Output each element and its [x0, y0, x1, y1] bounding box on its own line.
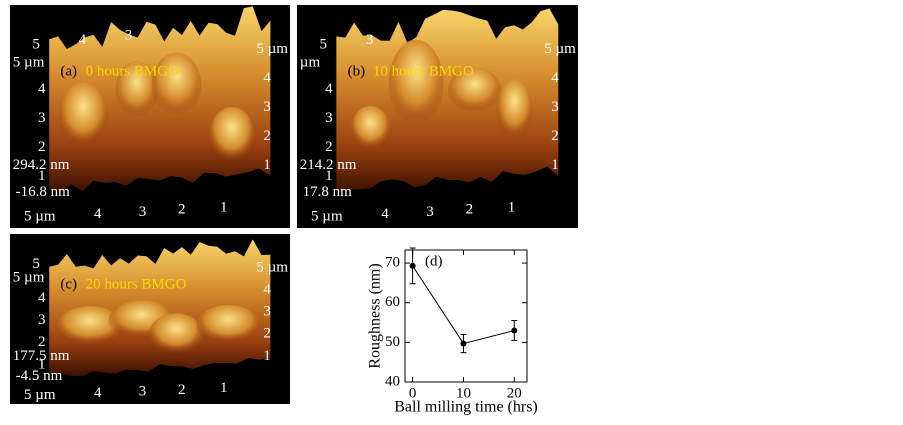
panel-text: 3 — [263, 99, 271, 115]
panel-text: 1 — [551, 157, 559, 173]
panel-text: -4.5 nm — [16, 368, 63, 384]
panel-text: 4 — [263, 282, 271, 298]
y-tick-label: 70 — [385, 255, 400, 271]
panel-text: 177.5 nm — [13, 348, 70, 364]
panel-text: 4 — [325, 81, 333, 97]
panel-text: 10 hours BMGO — [373, 63, 474, 79]
panel-text: 4 — [263, 70, 271, 86]
panel-text: 20 hours BMGO — [86, 276, 187, 292]
panel-text: 4 — [38, 290, 46, 306]
y-tick-label: 50 — [385, 334, 400, 350]
panel-text: 3 — [366, 32, 374, 48]
panel-text: 3 — [325, 110, 333, 126]
panel-text: (c) — [60, 276, 77, 292]
panel-text: 4 — [94, 206, 102, 222]
surface-peak — [115, 61, 158, 120]
panel-text: 4 — [551, 70, 559, 86]
panel-text: 5 µm — [24, 208, 56, 224]
panel-text: 5 — [32, 37, 40, 53]
panel-text: 294.2 nm — [13, 157, 70, 173]
panel-text: 1 — [325, 168, 333, 184]
surface-peak — [196, 304, 261, 346]
panel-text: 214.2 nm — [300, 157, 357, 173]
panel-text: 2 — [263, 128, 271, 144]
surface-peak — [388, 39, 444, 129]
panel-text: 1 — [220, 199, 228, 215]
data-point — [460, 340, 467, 347]
panel-text: 2 — [551, 128, 559, 144]
x-tick-label: 20 — [507, 385, 522, 401]
plot-frame — [404, 249, 528, 383]
panel-text: 1 — [508, 199, 516, 215]
panel-text: 3 — [551, 99, 559, 115]
surface — [336, 8, 559, 194]
panel-text: 2 — [38, 139, 46, 155]
panel-text: 4 — [94, 385, 102, 401]
panel-text: 3 — [38, 110, 46, 126]
panel-text: 5 µm — [13, 54, 45, 70]
data-point — [409, 262, 416, 269]
data-point — [511, 327, 518, 334]
panel-text: 1 — [38, 168, 46, 184]
panel-text: 1 — [263, 348, 271, 364]
y-axis-label: Roughness (nm) — [367, 263, 384, 368]
panel-text: (a) — [60, 63, 77, 79]
panel-text: 1 — [220, 380, 228, 396]
surface-peak — [151, 52, 202, 119]
panel-text: 5 µm — [544, 41, 576, 57]
panel-text: -16.8 nm — [16, 184, 70, 200]
panel-text: 5 µm — [256, 41, 288, 57]
surface-peak — [448, 67, 502, 115]
surface-peak — [148, 313, 204, 357]
panel-text: 1 — [38, 356, 46, 372]
panel-text: 3 — [139, 204, 147, 220]
y-tick-label: 40 — [385, 373, 400, 389]
x-tick-label: 10 — [456, 385, 471, 401]
panel-text: 3 — [139, 384, 147, 400]
panel-text: 5 µm — [13, 270, 45, 286]
panel-text: 5 µm — [24, 387, 56, 403]
surface-peak — [496, 78, 533, 143]
panel-text: 5 µm — [311, 208, 343, 224]
panel-text: 3 — [263, 304, 271, 320]
x-tick-label: 0 — [409, 385, 417, 401]
panel-text: 4 — [38, 81, 46, 97]
panel-text: 2 — [38, 334, 46, 350]
panel-text: (b) — [348, 63, 366, 79]
panel-text: 2 — [466, 202, 474, 218]
panel-text: 4 — [79, 32, 87, 48]
panel-text: 5 — [32, 256, 40, 272]
panel-text: 1 — [263, 157, 271, 173]
x-axis-label: Ball milling time (hrs) — [394, 399, 538, 416]
panel-text: 4 — [381, 206, 389, 222]
panel-text: 2 — [178, 382, 186, 398]
panel-text: 2 — [178, 202, 186, 218]
surface-peak — [55, 306, 125, 348]
data-line — [412, 265, 515, 345]
panel-text: 3 — [125, 28, 133, 44]
panel-text: 2 — [263, 326, 271, 342]
surface-peak — [350, 106, 391, 153]
surface-peak — [58, 82, 108, 151]
panel-text: 2 — [325, 139, 333, 155]
panel-text: µm — [300, 54, 321, 70]
panel-text: 17.8 nm — [303, 184, 353, 200]
panel-text: 5 µm — [256, 259, 288, 275]
panel-text: 3 — [38, 312, 46, 328]
panel-text: 5 — [319, 37, 327, 53]
panel-text: 3 — [426, 204, 434, 220]
surface-peak — [208, 107, 256, 166]
panel-text: 0 hours BMGO — [86, 63, 180, 79]
panel-label: (d) — [425, 253, 443, 269]
y-tick-label: 60 — [385, 294, 400, 310]
